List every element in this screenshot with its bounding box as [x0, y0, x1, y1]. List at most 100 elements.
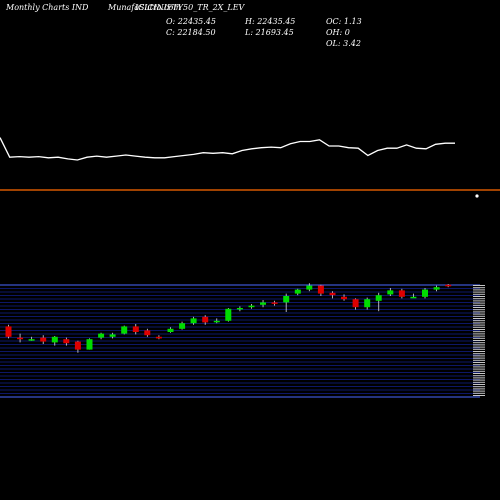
scale-tick — [473, 340, 485, 341]
scale-tick — [473, 370, 485, 372]
candle-body — [294, 289, 301, 294]
scale-tick — [473, 337, 485, 339]
close-value: C: 22184.50 — [166, 28, 216, 37]
candle-body — [86, 339, 93, 350]
candle-body — [167, 328, 174, 332]
scale-tick — [473, 287, 485, 289]
scale-tick — [473, 373, 485, 374]
instrument-label: ICICINIFTY50_TR_2X_LEV — [135, 3, 245, 12]
scale-tick — [473, 331, 485, 333]
scale-tick — [473, 307, 485, 308]
scale-tick — [473, 355, 485, 357]
candle-grid — [0, 284, 480, 398]
candle-body — [364, 299, 371, 308]
marker-dot — [475, 194, 479, 198]
candle-body — [132, 326, 139, 332]
scale-tick — [473, 357, 485, 359]
candle-body — [179, 323, 186, 329]
scale-tick — [473, 351, 485, 352]
scale-tick — [473, 309, 485, 311]
candle-body — [433, 287, 440, 290]
scale-tick — [473, 298, 485, 300]
candle-body — [398, 290, 405, 297]
scale-tick — [473, 318, 485, 319]
candle-body — [109, 334, 116, 337]
scale-tick — [473, 377, 485, 379]
scale-tick — [473, 322, 485, 324]
candle-body — [341, 296, 347, 300]
scale-tick — [473, 386, 485, 388]
scale-tick — [473, 324, 485, 326]
scale-tick — [473, 315, 485, 317]
scale-tick — [473, 364, 485, 366]
candle-body — [422, 289, 428, 297]
price-line — [0, 137, 455, 161]
scale-tick — [473, 335, 485, 337]
candle-body — [155, 336, 162, 339]
candle-body — [17, 337, 24, 340]
candle-body — [63, 339, 70, 344]
candle-body — [5, 326, 12, 337]
candle-body — [387, 290, 394, 295]
oc-value: OC: 1.13 — [326, 17, 362, 26]
scale-tick — [473, 293, 485, 295]
candle-body — [202, 316, 209, 323]
scale-tick — [473, 326, 485, 328]
candle-body — [236, 308, 243, 310]
scale-tick — [473, 300, 485, 302]
scale-tick — [473, 359, 485, 361]
scale-tick — [473, 381, 485, 383]
candle-body — [410, 296, 417, 299]
candle-body — [213, 320, 220, 323]
scale-tick — [473, 342, 485, 344]
scale-tick — [473, 344, 485, 346]
candle-body — [375, 295, 382, 301]
candle-body — [144, 330, 151, 336]
scale-tick — [473, 291, 485, 293]
ol-value: OL: 3.42 — [326, 39, 361, 48]
scale-tick — [473, 320, 485, 322]
scale-tick — [473, 379, 485, 381]
candle-body — [306, 285, 313, 290]
candle-body — [260, 302, 266, 305]
scale-tick — [473, 333, 485, 335]
scale-tick — [473, 390, 485, 392]
scale-tick — [473, 289, 485, 291]
candle-body — [445, 284, 452, 287]
candle-body — [248, 305, 255, 308]
candle-body — [74, 341, 81, 350]
candle-body — [352, 299, 359, 308]
candle-body — [190, 318, 197, 324]
high-value: H: 22435.45 — [245, 17, 296, 26]
open-value: O: 22435.45 — [166, 17, 216, 26]
candle-body — [283, 296, 290, 303]
candle-body — [271, 302, 278, 304]
scale-tick — [473, 311, 485, 313]
candle-body — [98, 333, 105, 338]
candlestick-panel — [5, 283, 452, 353]
candle-body — [317, 285, 324, 294]
site-label: MunafaSutra.com — [108, 3, 181, 12]
candle-body — [28, 339, 35, 341]
low-value: L: 21693.45 — [245, 28, 294, 37]
oh-value: OH: 0 — [326, 28, 350, 37]
scale-tick — [473, 348, 485, 350]
scale-tick — [473, 353, 485, 355]
price-line-panel — [0, 137, 455, 161]
scale-tick — [473, 388, 485, 390]
chart-left-label: Monthly Charts IND — [6, 3, 89, 12]
scale-tick — [473, 346, 485, 348]
candle-body — [40, 337, 47, 342]
scale-tick — [473, 313, 485, 315]
scale-tick — [473, 384, 485, 385]
scale-tick — [473, 285, 485, 286]
scale-tick — [473, 304, 485, 306]
scale-tick — [473, 392, 485, 394]
candle-body — [51, 336, 58, 343]
scale-tick — [473, 362, 485, 363]
price-scale — [473, 285, 485, 396]
candle-body — [121, 326, 128, 334]
scale-tick — [473, 296, 485, 297]
candle-body — [329, 292, 336, 296]
